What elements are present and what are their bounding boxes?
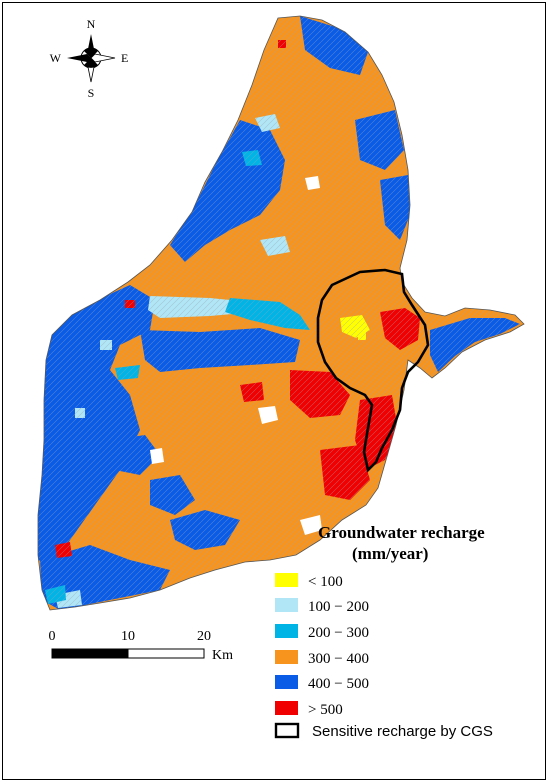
compass-east-label: E <box>121 51 128 65</box>
legend-swatch-gt-500 <box>275 701 298 715</box>
legend-label-lt-100: < 100 <box>308 574 343 590</box>
legend-label-400-500: 400 − 500 <box>308 676 369 692</box>
legend-label-200-300: 200 − 300 <box>308 625 369 641</box>
legend-title-line1: Groundwater recharge <box>318 523 485 542</box>
legend: Groundwater recharge (mm/year) < 100 100… <box>274 523 493 740</box>
scale-segment-black <box>51 648 129 659</box>
scale-unit: Km <box>212 648 233 663</box>
compass-south-label: S <box>88 86 95 100</box>
legend-label-100-200: 100 − 200 <box>308 599 369 615</box>
legend-swatch-400-500 <box>275 675 298 689</box>
scale-segment-white <box>127 648 205 659</box>
legend-swatch-200-300 <box>275 624 298 638</box>
legend-label-gt-500: > 500 <box>308 702 343 718</box>
legend-swatch-300-400 <box>275 650 298 664</box>
scale-tick-20: 20 <box>197 629 211 644</box>
legend-swatch-sensitive-recharge <box>274 722 300 739</box>
scale-tick-10: 10 <box>121 629 135 644</box>
legend-title-line2: (mm/year) <box>352 544 428 563</box>
no-data-patches <box>150 176 322 535</box>
scale-bar: 0 10 20 Km <box>49 629 234 663</box>
compass-west-label: W <box>50 51 62 65</box>
scale-tick-0: 0 <box>49 629 56 644</box>
legend-label-300-400: 300 − 400 <box>308 651 369 667</box>
north-arrow: N S E W <box>50 17 129 100</box>
compass-north-label: N <box>87 17 96 31</box>
legend-swatch-100-200 <box>275 598 298 612</box>
legend-swatch-lt-100 <box>275 573 298 587</box>
legend-label-sensitive-recharge: Sensitive recharge by CGS <box>312 723 493 740</box>
sensitive-recharge-boundary <box>316 268 430 473</box>
